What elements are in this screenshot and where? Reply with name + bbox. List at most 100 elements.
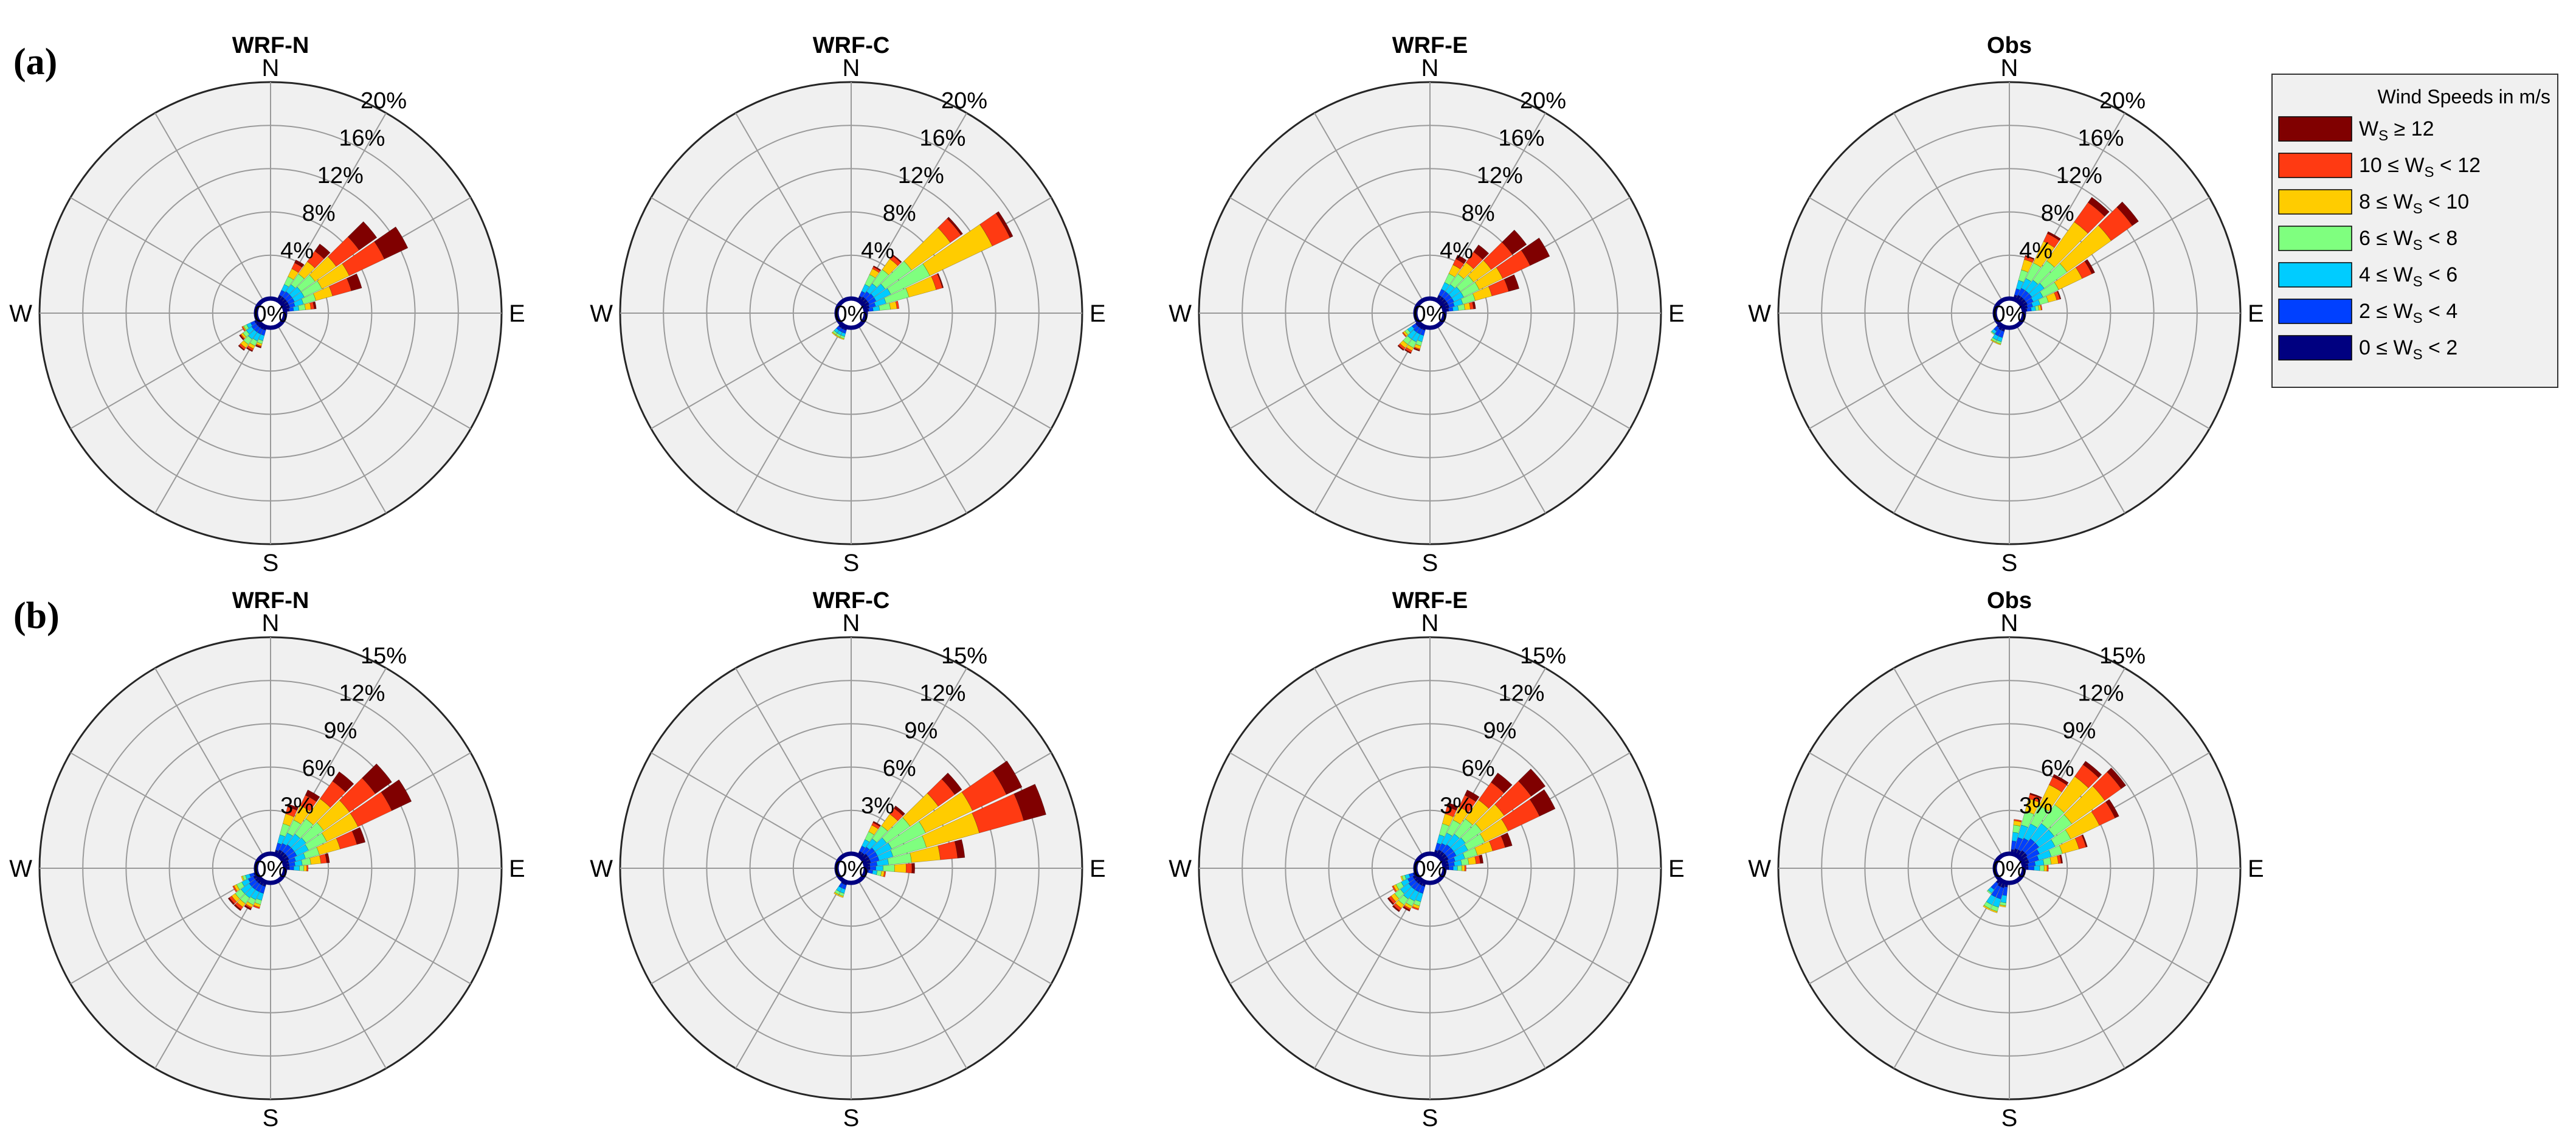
rose-bar-dir30-bin6 [294, 259, 305, 268]
rose-center-hole [254, 851, 288, 885]
rose-center-hole [834, 296, 868, 330]
rose-bar-dir60-bin3 [1464, 833, 1485, 851]
rose-bar-dir220-bin6 [1397, 345, 1404, 351]
rose-bar-dir210-bin4 [1983, 905, 1991, 911]
rose-bar-dir210-bin2 [1992, 333, 1999, 340]
legend-label: 4 ≤ WS < 6 [2359, 263, 2457, 290]
tick-label: 12% [898, 163, 944, 188]
rose-bar-dir70-bin3 [301, 293, 316, 305]
rose-bar-dir200-bin6 [255, 345, 262, 348]
rose-bar-dir30-bin2 [281, 284, 289, 293]
rose-bar-dir40-bin1 [862, 846, 870, 855]
rose-bar-dir70-bin4 [2059, 838, 2080, 854]
rose-bar-dir200-bin1 [1998, 330, 2005, 338]
rose-bar-dir220-bin3 [1986, 890, 1992, 895]
rose-bar-dir50-bin4 [2059, 225, 2112, 272]
rose-bar-dir210-bin4 [1404, 902, 1412, 910]
rose-bar-dir20-bin3 [1438, 823, 1450, 837]
rose-bar-dir220-bin2 [1403, 886, 1415, 899]
rose-bar-dir90-bin4 [1461, 865, 1465, 871]
rose-bar-dir80-bin6 [2059, 854, 2063, 864]
rose-bar-dir230-bin3 [1394, 889, 1404, 899]
rose-bar-dir240-bin1 [1407, 876, 1415, 883]
rose-bar-dir240-bin1 [250, 320, 257, 327]
rose-bar-dir70-bin3 [1460, 293, 1476, 305]
rose-bar-dir80-bin3 [2043, 857, 2052, 865]
rose-bar-dir220-bin3 [1990, 331, 1995, 335]
rose-bar-dir50-bin3 [2039, 263, 2068, 289]
tick-label: 6% [1462, 756, 1495, 781]
rose-bar-dir60-bin4 [321, 813, 359, 842]
rose-bar-dir80-bin3 [879, 303, 891, 311]
rose-bar-dir210-bin1 [1415, 883, 1423, 893]
rose-bar-dir30-bin5 [872, 266, 881, 273]
rose-bar-dir220-bin4 [831, 331, 837, 336]
rose-bar-dir30-bin6 [2052, 774, 2069, 786]
spoke-line [735, 668, 852, 869]
rose-bar-dir40-bin4 [1457, 262, 1474, 280]
rose-bar-dir210-bin4 [1406, 344, 1414, 351]
spoke-line [1314, 668, 1431, 869]
wind-rose-b-wrf-e: WRF-E 0% 3% 6% 9% 12% 15% N S E W [1169, 588, 1684, 1132]
spoke-line [1809, 197, 2010, 314]
spoke-line [1229, 197, 1431, 314]
rose-bar-dir90-bin5 [905, 863, 913, 874]
spoke-line [1429, 868, 1546, 1069]
rose-bar-dir200-bin5 [252, 905, 260, 909]
rose-bar-dir90-bin1 [1448, 866, 1454, 871]
spoke-line [1893, 112, 2010, 314]
rose-bar-dir50-bin2 [1450, 837, 1466, 852]
rose-bar-dir210-bin5 [1404, 347, 1413, 353]
rose-bar-dir200-bin2 [256, 891, 264, 901]
grid-ring [1950, 809, 2068, 927]
rose-bar-dir40-bin4 [2046, 221, 2088, 268]
rose-bar-dir90-bin5 [306, 865, 309, 872]
grid-ring [1285, 168, 1575, 458]
tick-label: 4% [2019, 238, 2053, 264]
rose-bar-dir30-bin1 [858, 845, 866, 853]
rose-bar-dir90-bin1 [289, 866, 294, 871]
rose-bar-dir30-bin5 [1459, 795, 1477, 813]
rose-bar-dir30-bin2 [2021, 278, 2032, 291]
rose-bar-dir50-bin1 [865, 848, 875, 857]
rose-bar-dir60-bin2 [2036, 839, 2056, 854]
rose-bar-dir80-bin2 [1452, 305, 1459, 311]
rose-bar-dir220-bin3 [1403, 335, 1412, 345]
rose-bar-dir80-bin2 [876, 859, 889, 866]
cardinal-west: W [1169, 300, 1192, 327]
cardinal-west: W [590, 300, 613, 327]
rose-bar-dir40-bin6 [314, 243, 331, 260]
wind-rose-b-wrf-c: WRF-C 0% 3% 6% 9% 12% 15% N S E W [590, 588, 1105, 1132]
spoke-line [270, 868, 387, 1069]
rose-bar-dir30-bin4 [288, 268, 299, 280]
rose-bar-dir80-bin2 [2030, 306, 2036, 311]
tick-label: 3% [1440, 793, 1473, 819]
legend-title: Wind Speeds in m/s [2377, 86, 2550, 108]
rose-bar-dir60-bin5 [2091, 801, 2116, 826]
rose-bar-dir70-bin5 [972, 793, 1024, 834]
rose-bar-dir240-bin5 [241, 326, 246, 332]
rose-bar-dir70-bin5 [328, 278, 352, 297]
rose-bar-dir70-bin4 [905, 276, 937, 298]
rose-bar-dir200-bin5 [1414, 347, 1421, 351]
grid-ring [663, 125, 1040, 502]
cardinal-west: W [1748, 300, 1771, 327]
rose-bar-dir220-bin4 [1400, 340, 1408, 348]
grid-ring [663, 680, 1040, 1057]
rose-bar-dir80-bin6 [325, 853, 330, 863]
rose-bar-dir40-bin3 [872, 269, 889, 288]
spoke-line [1229, 752, 1431, 869]
rose-bar-dir30-bin6 [872, 821, 882, 827]
cardinal-north: N [262, 610, 280, 637]
rose-bar-dir30-bin2 [2023, 823, 2038, 842]
rose-bar-dir200-bin1 [1995, 886, 2005, 899]
spoke-line [70, 313, 271, 429]
rose-bar-dir50-bin3 [297, 274, 316, 292]
rose-bar-dir90-bin3 [299, 865, 305, 871]
rose-bar-dir50-bin4 [1475, 804, 1505, 832]
rose-bar-dir70-bin1 [288, 302, 295, 308]
rose-bar-dir30-bin5 [291, 262, 303, 273]
rose-bar-dir230-bin6 [227, 897, 235, 905]
rose-bar-dir60-bin2 [874, 842, 893, 856]
rose-bar-dir210-bin1 [1416, 327, 1423, 334]
